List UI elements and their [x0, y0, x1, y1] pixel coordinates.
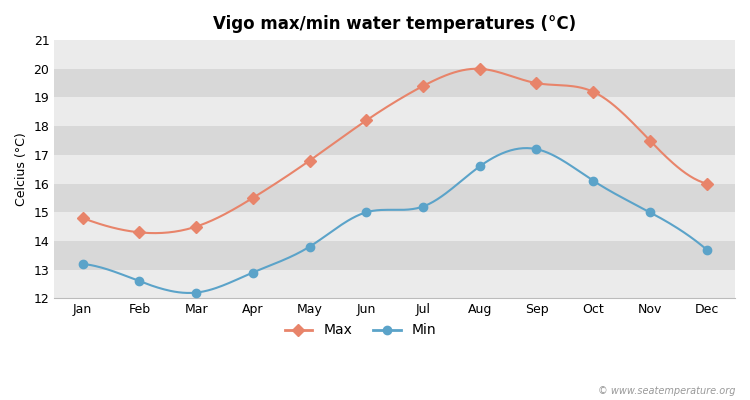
Y-axis label: Celcius (°C): Celcius (°C) — [15, 132, 28, 206]
Bar — [54, 184, 735, 212]
Bar — [54, 155, 735, 184]
Bar — [54, 40, 735, 69]
Title: Vigo max/min water temperatures (°C): Vigo max/min water temperatures (°C) — [213, 15, 576, 33]
Bar — [54, 241, 735, 270]
Bar — [54, 270, 735, 298]
Bar — [54, 69, 735, 98]
Text: © www.seatemperature.org: © www.seatemperature.org — [598, 386, 735, 396]
Bar — [54, 212, 735, 241]
Legend: Max, Min: Max, Min — [279, 318, 442, 343]
Bar — [54, 126, 735, 155]
Bar — [54, 98, 735, 126]
